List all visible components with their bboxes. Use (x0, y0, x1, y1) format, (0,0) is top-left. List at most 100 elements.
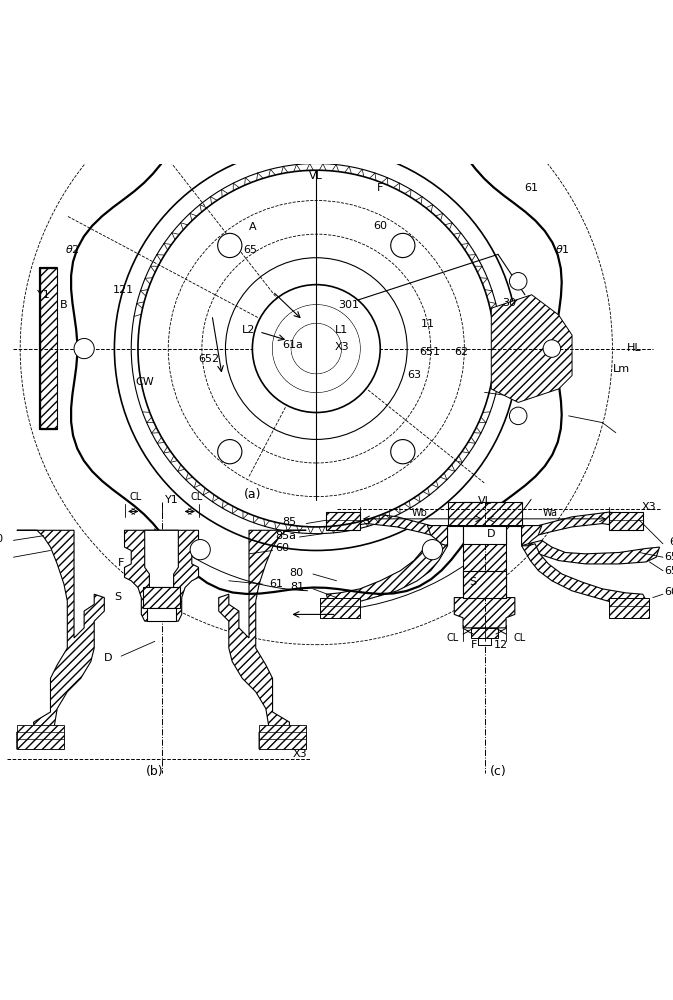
Polygon shape (145, 530, 178, 587)
Text: 85: 85 (283, 517, 296, 527)
Circle shape (217, 440, 242, 464)
Text: 30: 30 (503, 298, 516, 308)
Polygon shape (71, 103, 562, 594)
Text: 65a: 65a (664, 566, 673, 576)
Text: 80: 80 (0, 534, 3, 544)
Text: 60: 60 (276, 543, 289, 553)
Polygon shape (138, 170, 495, 527)
Text: CL: CL (446, 633, 458, 643)
Polygon shape (454, 598, 515, 628)
Text: 61: 61 (670, 537, 673, 547)
Text: L1: L1 (334, 325, 348, 335)
Text: (a): (a) (244, 488, 261, 501)
Polygon shape (478, 638, 491, 645)
Polygon shape (320, 598, 360, 618)
Text: Y1: Y1 (37, 290, 50, 300)
Text: 85a: 85a (275, 531, 297, 541)
Polygon shape (40, 268, 57, 429)
Text: CL: CL (190, 492, 203, 502)
Circle shape (190, 540, 210, 560)
Circle shape (217, 233, 242, 258)
Text: S: S (469, 577, 476, 587)
Text: VL: VL (310, 171, 323, 181)
Polygon shape (609, 512, 643, 530)
Text: S: S (114, 592, 121, 602)
Text: 121: 121 (112, 285, 134, 295)
Text: 81: 81 (291, 582, 304, 592)
Circle shape (391, 440, 415, 464)
Text: B: B (60, 300, 68, 310)
Polygon shape (609, 598, 649, 618)
Text: X3: X3 (642, 502, 657, 512)
Text: 301: 301 (338, 300, 359, 310)
Text: CL: CL (513, 633, 526, 643)
Polygon shape (463, 571, 506, 598)
Polygon shape (147, 608, 176, 621)
Text: 63: 63 (407, 370, 421, 380)
Circle shape (273, 305, 360, 392)
Text: A: A (248, 222, 256, 232)
Polygon shape (273, 305, 360, 392)
Text: 651: 651 (419, 347, 440, 357)
Text: F: F (118, 558, 125, 568)
Polygon shape (448, 502, 522, 526)
Text: (c): (c) (490, 765, 506, 778)
Text: CW: CW (135, 377, 154, 387)
Polygon shape (326, 540, 448, 608)
Text: 80: 80 (289, 568, 303, 578)
Text: Lm: Lm (612, 364, 630, 374)
Text: X3: X3 (334, 342, 349, 352)
Text: 65: 65 (244, 245, 257, 255)
Circle shape (74, 338, 94, 359)
Circle shape (291, 323, 342, 374)
Polygon shape (538, 512, 643, 535)
Text: X3: X3 (292, 749, 307, 759)
Polygon shape (326, 512, 360, 530)
Text: $\theta$2: $\theta$2 (65, 243, 80, 255)
Polygon shape (114, 147, 518, 550)
Polygon shape (330, 505, 666, 779)
Polygon shape (17, 530, 104, 749)
Polygon shape (259, 725, 306, 749)
Polygon shape (143, 587, 180, 608)
Text: 11: 11 (421, 319, 434, 329)
Text: L2: L2 (242, 325, 256, 335)
Text: (b): (b) (146, 765, 164, 778)
Text: CL: CL (130, 492, 142, 502)
Circle shape (509, 407, 527, 425)
Polygon shape (125, 530, 199, 621)
Text: 61: 61 (269, 579, 283, 589)
Text: HL: HL (627, 343, 641, 353)
Circle shape (252, 285, 380, 413)
Polygon shape (491, 295, 572, 402)
Text: D: D (487, 529, 495, 539)
Polygon shape (17, 725, 64, 749)
Text: F: F (471, 640, 478, 650)
Text: Y1: Y1 (165, 495, 178, 505)
Text: 61a: 61a (282, 340, 304, 350)
Polygon shape (528, 540, 660, 564)
Circle shape (190, 137, 211, 158)
Polygon shape (7, 505, 316, 779)
Text: 61: 61 (525, 183, 538, 193)
Text: Wa: Wa (542, 508, 557, 518)
Text: 65: 65 (665, 552, 673, 562)
Polygon shape (522, 544, 649, 608)
Text: 60: 60 (665, 587, 673, 597)
Text: 62: 62 (454, 347, 468, 357)
Circle shape (543, 340, 561, 357)
Text: D: D (104, 653, 112, 663)
Circle shape (423, 137, 442, 158)
Polygon shape (463, 502, 506, 598)
Circle shape (391, 233, 415, 258)
Text: $\theta$1: $\theta$1 (555, 243, 569, 255)
Polygon shape (463, 526, 506, 544)
Text: VL: VL (478, 496, 491, 506)
Polygon shape (326, 512, 431, 535)
Polygon shape (427, 526, 542, 546)
Circle shape (423, 540, 442, 560)
Polygon shape (219, 530, 306, 749)
Text: Wb: Wb (411, 508, 427, 518)
Circle shape (509, 273, 527, 290)
Text: 12: 12 (495, 640, 508, 650)
